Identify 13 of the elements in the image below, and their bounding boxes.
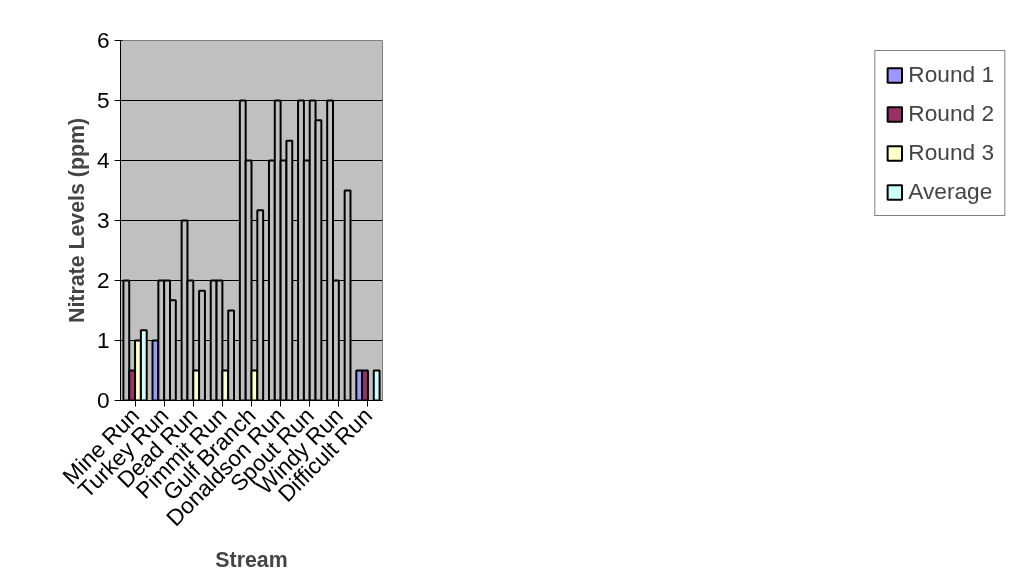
legend-label: Round 2 bbox=[908, 100, 994, 127]
x-axis-title: Stream bbox=[215, 548, 288, 573]
y-tick-label: 3 bbox=[96, 207, 110, 233]
y-tick-label: 2 bbox=[96, 267, 110, 293]
legend-label: Round 1 bbox=[908, 61, 994, 88]
y-tick-label: 5 bbox=[96, 87, 110, 113]
y-tick-label: 1 bbox=[96, 327, 110, 353]
y-tick-label: 0 bbox=[96, 387, 110, 413]
y-axis-title: Nitrate Levels (ppm) bbox=[64, 117, 89, 324]
legend-label: Round 3 bbox=[908, 139, 994, 166]
y-tick-label: 4 bbox=[96, 147, 110, 173]
y-tick-label: 6 bbox=[96, 27, 110, 53]
legend-label: Average bbox=[908, 178, 993, 205]
